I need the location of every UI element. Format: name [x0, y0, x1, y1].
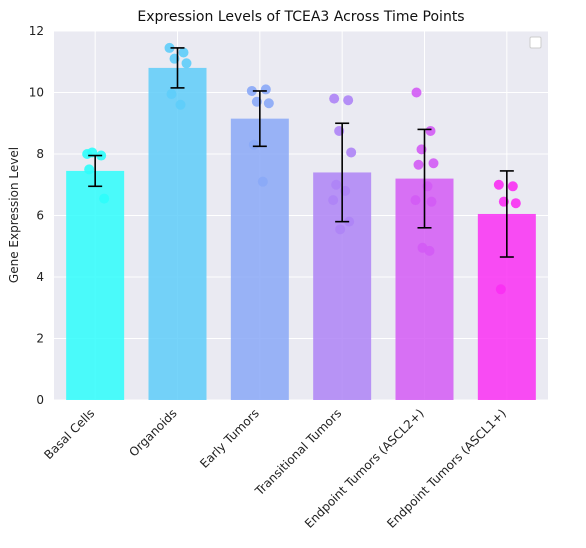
data-point — [164, 42, 175, 53]
error-bar — [499, 170, 514, 258]
x-tick-label: Basal Cells — [41, 406, 97, 462]
data-point — [411, 87, 422, 98]
data-point — [426, 196, 437, 207]
data-point — [84, 164, 95, 175]
bar — [230, 118, 289, 400]
data-point — [428, 158, 439, 169]
data-point — [495, 284, 506, 295]
x-tick-label: Transitional Tumors — [252, 406, 345, 499]
data-point — [510, 198, 521, 209]
data-point — [424, 245, 435, 256]
error-bars — [88, 47, 514, 258]
y-ticks: 0 2 4 6 8 10 12 — [29, 24, 44, 407]
data-point — [413, 159, 424, 170]
bar — [148, 67, 207, 401]
data-point — [263, 98, 274, 109]
data-point — [493, 179, 504, 190]
x-tick-label: Early Tumors — [197, 406, 262, 471]
data-point — [507, 181, 518, 192]
data-point — [329, 93, 340, 104]
x-ticks: Basal Cells Organoids Early TumorsTransiti… — [41, 406, 509, 531]
data-point — [425, 125, 436, 136]
y-axis-label: Gene Expression Level — [7, 147, 21, 283]
data-point — [343, 95, 354, 106]
y-tick-label: 10 — [29, 86, 44, 100]
data-point — [181, 58, 192, 69]
x-tick-label: Organoids — [126, 406, 179, 459]
data-point — [99, 193, 110, 204]
error-bar — [252, 90, 267, 148]
data-point — [166, 89, 177, 100]
error-bar — [335, 122, 350, 223]
y-tick-label: 12 — [29, 24, 44, 38]
data-point — [335, 224, 346, 235]
data-point — [328, 195, 339, 206]
y-tick-label: 2 — [36, 332, 44, 346]
data-point — [410, 195, 421, 206]
data-point — [257, 176, 268, 187]
data-point — [175, 99, 186, 110]
data-point — [248, 139, 259, 150]
chart-title: Expression Levels of TCEA3 Across Time P… — [137, 9, 464, 25]
error-bar — [88, 154, 103, 188]
error-bar — [170, 47, 185, 89]
data-point — [246, 85, 257, 96]
data-point — [260, 84, 271, 95]
legend-box — [529, 36, 542, 49]
data-point — [178, 47, 189, 58]
data-point — [346, 147, 357, 158]
data-point — [331, 179, 342, 190]
error-bar — [417, 128, 432, 229]
y-tick-label: 4 — [36, 270, 44, 284]
y-tick-label: 0 — [36, 393, 44, 407]
y-tick-label: 6 — [36, 209, 44, 223]
bar — [66, 170, 125, 400]
y-tick-label: 8 — [36, 147, 44, 161]
